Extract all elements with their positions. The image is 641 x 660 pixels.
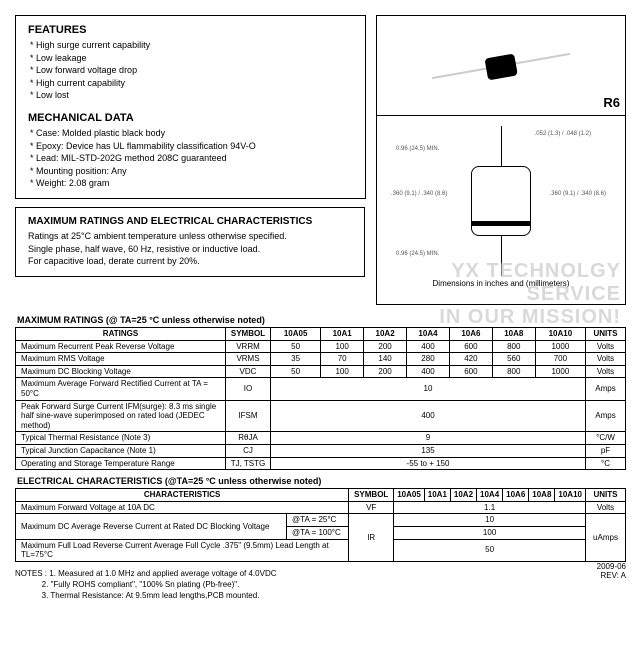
feature-item: Low forward voltage drop [30, 64, 353, 77]
feature-item: Low lost [30, 89, 353, 102]
max-ratings-header: MAXIMUM RATINGS (@ TA=25 °C unless other… [17, 315, 626, 325]
col-part: 10A05 [394, 489, 425, 502]
table-row: Maximum DC Average Reverse Current at Ra… [16, 514, 626, 527]
table-row: Typical Thermal Resistance (Note 3)RθJA9… [16, 432, 626, 445]
col-part: 10A05 [271, 328, 321, 341]
mechanical-drawing: .052 (1.3) / .048 (1.2) 0.96 (24.5) MIN.… [441, 126, 561, 276]
mechanical-item: Lead: MIL-STD-202G method 208C guarantee… [30, 152, 353, 165]
table-row: Maximum Recurrent Peak Reverse VoltageVR… [16, 340, 626, 353]
col-part: 10A2 [364, 328, 407, 341]
dim-body-dia: .360 (9.1) / .340 (8.6) [391, 191, 447, 197]
mechanical-item: Weight: 2.08 gram [30, 177, 353, 190]
ratings-intro-line: Ratings at 25°C ambient temperature unle… [28, 230, 352, 243]
col-part: 10A4 [477, 489, 503, 502]
notes: NOTES : 1. Measured at 1.0 MHz and appli… [15, 568, 277, 602]
feature-item: High current capability [30, 77, 353, 90]
feature-item: Low leakage [30, 52, 353, 65]
table-row: Typical Junction Capacitance (Note 1)CJ1… [16, 444, 626, 457]
col-chars: CHARACTERISTICS [16, 489, 349, 502]
mechanical-title: MECHANICAL DATA [28, 112, 353, 124]
col-part: 10A4 [407, 328, 450, 341]
elec-header: ELECTRICAL CHARACTERISTICS (@TA=25 °C un… [17, 476, 626, 486]
ratings-intro-line: For capacitive load, derate current by 2… [28, 255, 352, 268]
table-row: Maximum RMS VoltageVRMS35701402804205607… [16, 353, 626, 366]
mechanical-list: Case: Molded plastic black body Epoxy: D… [28, 127, 353, 190]
dim-lead-len: 0.96 (24.5) MIN. [396, 146, 439, 152]
table-row: Maximum Average Forward Rectified Curren… [16, 378, 626, 400]
feature-item: High surge current capability [30, 39, 353, 52]
diode-3d-icon [429, 39, 572, 93]
col-part: 10A8 [529, 489, 555, 502]
table-row: Maximum Full Load Reverse Current Averag… [16, 539, 626, 561]
dim-lead-dia: .052 (1.3) / .048 (1.2) [535, 131, 591, 137]
col-part: 10A6 [503, 489, 529, 502]
col-part: 10A10 [555, 489, 586, 502]
features-list: High surge current capability Low leakag… [28, 39, 353, 102]
table-row: Peak Forward Surge Current IFM(surge): 8… [16, 400, 626, 432]
features-box: FEATURES High surge current capability L… [15, 15, 366, 199]
elec-char-table: CHARACTERISTICS SYMBOL 10A05 10A1 10A2 1… [15, 488, 626, 562]
col-symbol: SYMBOL [349, 489, 394, 502]
revision: 2009-06REV: A [597, 562, 626, 602]
col-ratings: RATINGS [16, 328, 226, 341]
col-part: 10A6 [449, 328, 492, 341]
mechanical-item: Epoxy: Device has UL flammability classi… [30, 140, 353, 153]
package-diagram: R6 .052 (1.3) / .048 (1.2) 0.96 (24.5) M… [376, 15, 626, 305]
max-ratings-table: RATINGS SYMBOL 10A05 10A1 10A2 10A4 10A6… [15, 327, 626, 470]
dimensions-caption: Dimensions in inches and (millimeters) [377, 279, 625, 288]
col-units: UNITS [586, 328, 626, 341]
mechanical-item: Mounting position: Any [30, 165, 353, 178]
mechanical-item: Case: Molded plastic black body [30, 127, 353, 140]
ratings-intro-title: MAXIMUM RATINGS AND ELECTRICAL CHARACTER… [28, 216, 352, 227]
col-part: 10A1 [424, 489, 450, 502]
col-units: UNITS [586, 489, 626, 502]
col-part: 10A10 [535, 328, 585, 341]
col-part: 10A2 [450, 489, 476, 502]
table-row: Maximum DC Blocking VoltageVDC5010020040… [16, 365, 626, 378]
ratings-intro-box: MAXIMUM RATINGS AND ELECTRICAL CHARACTER… [15, 207, 365, 277]
dim-lead-len2: 0.96 (24.5) MIN. [396, 251, 439, 257]
col-part: 10A8 [492, 328, 535, 341]
package-label: R6 [603, 95, 620, 110]
col-part: 10A1 [321, 328, 364, 341]
ratings-intro-line: Single phase, half wave, 60 Hz, resistiv… [28, 243, 352, 256]
col-symbol: SYMBOL [226, 328, 271, 341]
features-title: FEATURES [28, 24, 353, 36]
table-row: Maximum Forward Voltage at 10A DC VF 1.1… [16, 501, 626, 514]
table-row: Operating and Storage Temperature RangeT… [16, 457, 626, 470]
dim-body-len: .360 (9.1) / .340 (8.6) [550, 191, 606, 197]
